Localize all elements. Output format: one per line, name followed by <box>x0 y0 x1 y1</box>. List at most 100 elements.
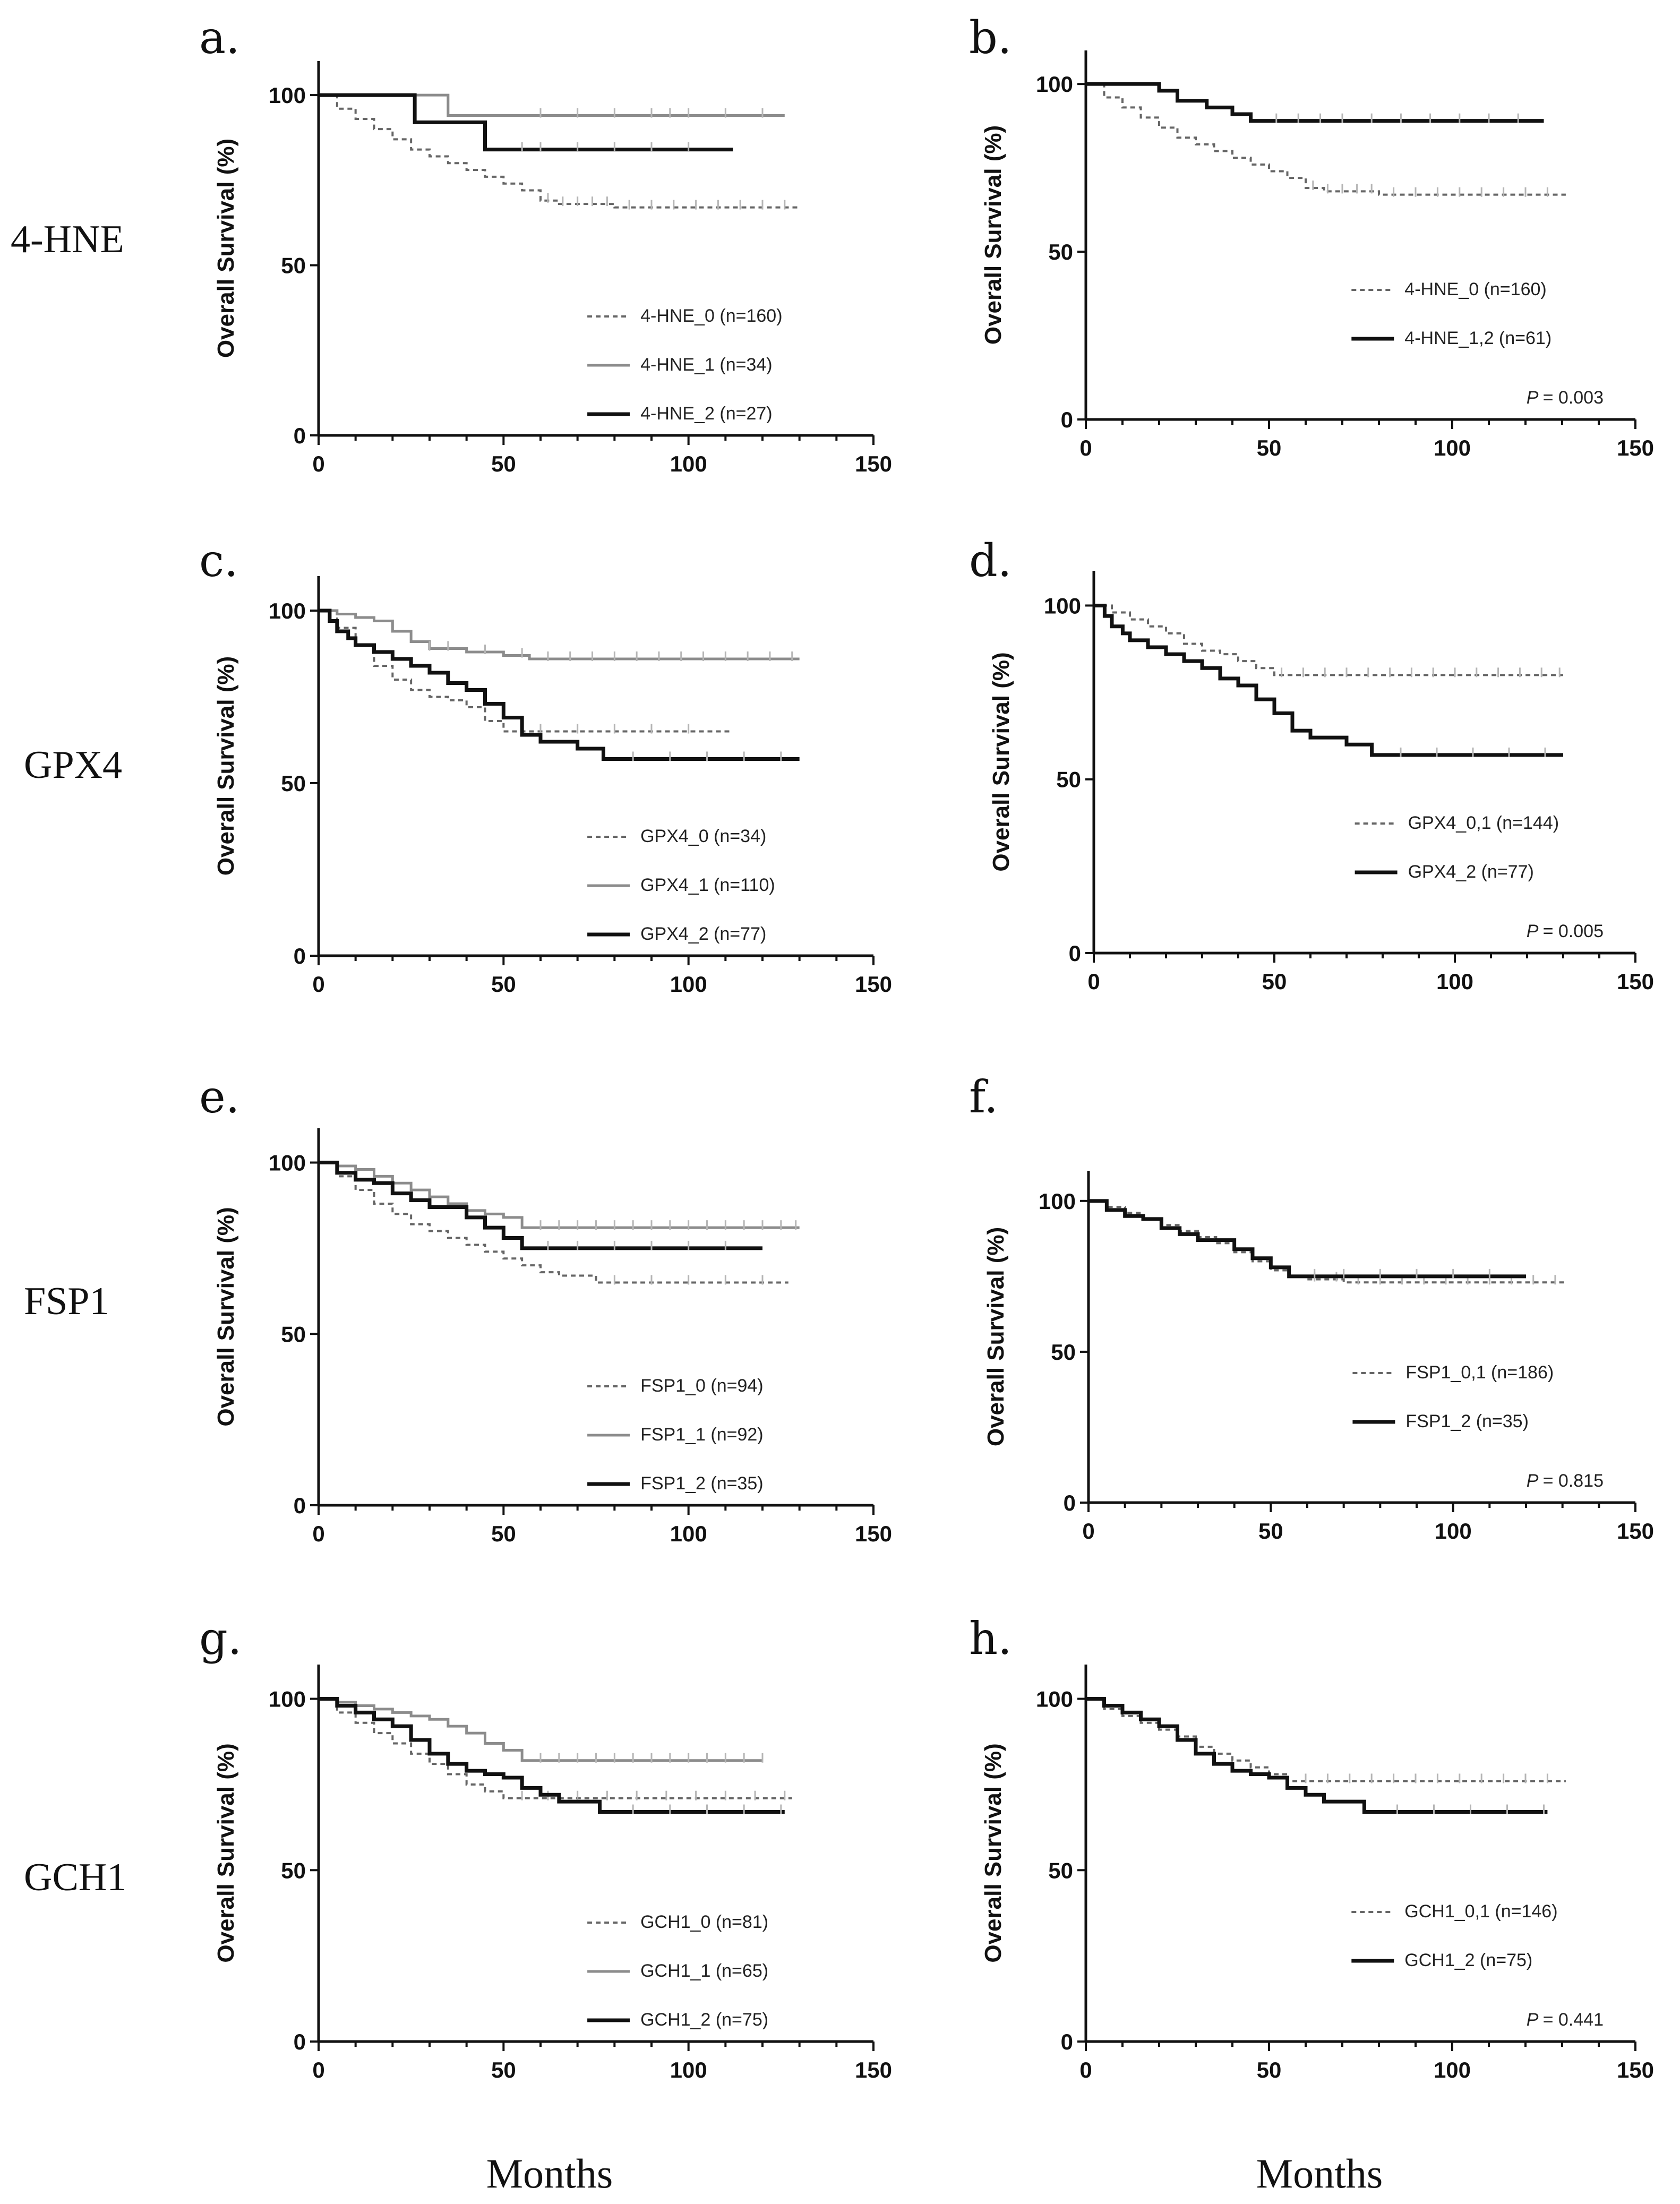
p-value-number: = 0.005 <box>1543 921 1604 941</box>
x-tick-label: 50 <box>1262 969 1287 994</box>
p-value: P = 0.005 <box>1527 921 1604 941</box>
panel-label-c: c. <box>199 535 238 587</box>
series-line-g-2 <box>319 1697 785 1814</box>
x-axis-title-left: Months <box>486 2150 613 2197</box>
x-tick-label: 150 <box>1617 435 1654 460</box>
p-value-number: = 0.441 <box>1543 2010 1604 2030</box>
legend-entry: GCH1_2 (n=75) <box>1404 1950 1532 1970</box>
legend-entry: FSP1_0 (n=94) <box>640 1376 764 1396</box>
x-tick-label: 150 <box>1617 969 1654 994</box>
legend-entry: 4-HNE_2 (n=27) <box>640 404 773 424</box>
chart-panel-e: e. 0 50 100 0 50 100 150 Overall Survival (%) FSP… <box>199 1071 892 1546</box>
p-value-symbol: P <box>1527 921 1543 941</box>
series-line-a-2 <box>319 93 733 152</box>
x-tick-label: 50 <box>491 451 516 476</box>
x-tick-label: 100 <box>670 2057 707 2082</box>
y-tick-label: 0 <box>294 944 306 968</box>
y-tick-label: 50 <box>1051 1340 1076 1365</box>
series-line-f-1 <box>1088 1199 1526 1279</box>
series-line-e-0 <box>319 1161 788 1284</box>
legend-entry: GCH1_0 (n=81) <box>640 1912 768 1932</box>
x-axis-title-right: Months <box>1256 2150 1383 2197</box>
chart-panel-h: h. 0 50 100 0 50 100 150 Overall Survival (%) GCH… <box>969 1613 1654 2082</box>
x-tick-label: 50 <box>1257 435 1282 460</box>
p-value: P = 0.441 <box>1527 2010 1604 2030</box>
panel-label-h: h. <box>969 1613 1012 1665</box>
chart-panels: a. 0 50 100 0 50 100 150 Overall Survival (%) 4-H… <box>199 12 1654 2082</box>
legend-entry: GPX4_0,1 (n=144) <box>1408 813 1559 833</box>
row-label-gch1: GCH1 <box>24 1856 126 1899</box>
chart-panel-g: g. 0 50 100 0 50 100 150 Overall Survival (%) GCH… <box>199 1613 892 2082</box>
y-tick-label: 0 <box>1061 407 1073 432</box>
x-tick-label: 0 <box>1082 1519 1094 1543</box>
x-tick-label: 0 <box>1079 2057 1092 2082</box>
chart-panel-b: b. 0 50 100 0 50 100 150 Overall Survival (%) 4-H… <box>969 12 1654 460</box>
y-tick-label: 0 <box>294 1493 306 1518</box>
series-line-e-2 <box>319 1161 762 1250</box>
y-tick-label: 100 <box>269 1151 306 1176</box>
x-tick-label: 0 <box>312 972 324 997</box>
x-tick-label: 100 <box>670 1521 707 1546</box>
y-tick-label: 0 <box>294 2029 306 2054</box>
y-tick-label: 100 <box>269 83 306 108</box>
y-axis-title: Overall Survival (%) <box>213 1743 239 1962</box>
p-value-number: = 0.003 <box>1543 388 1604 408</box>
series-line-b-0 <box>1086 83 1566 196</box>
legend-entry: GPX4_1 (n=110) <box>640 875 775 895</box>
legend-entry: 4-HNE_1,2 (n=61) <box>1404 328 1552 348</box>
chart-panel-f: f. 0 50 100 0 50 100 150 Overall Survival (%) FSP… <box>969 1071 1654 1543</box>
y-axis-title: Overall Survival (%) <box>213 139 239 358</box>
x-tick-label: 150 <box>855 451 892 476</box>
row-label-gpx4: GPX4 <box>24 743 122 787</box>
y-tick-label: 50 <box>281 771 306 796</box>
row-label-fsp1: FSP1 <box>24 1280 109 1323</box>
series-line-g-0 <box>319 1697 792 1799</box>
series-line-c-0 <box>319 610 733 733</box>
y-tick-label: 50 <box>281 1322 306 1347</box>
x-tick-label: 0 <box>312 2057 324 2082</box>
y-tick-label: 0 <box>1061 2029 1073 2054</box>
y-tick-label: 100 <box>269 598 306 623</box>
series-line-h-0 <box>1086 1697 1566 1782</box>
y-tick-label: 0 <box>294 423 306 448</box>
y-axis-title: Overall Survival (%) <box>213 1207 239 1426</box>
legend-entry: FSP1_1 (n=92) <box>640 1425 764 1445</box>
x-tick-label: 50 <box>491 972 516 997</box>
legend-entry: FSP1_2 (n=35) <box>1405 1411 1529 1431</box>
y-tick-label: 0 <box>1069 941 1081 966</box>
x-tick-label: 100 <box>1435 1519 1472 1543</box>
panel-label-g: g. <box>199 1613 242 1665</box>
y-tick-label: 100 <box>1044 593 1081 618</box>
p-value: P = 0.003 <box>1527 388 1604 408</box>
x-tick-label: 100 <box>1434 2057 1471 2082</box>
x-tick-label: 0 <box>312 451 324 476</box>
y-axis-title: Overall Survival (%) <box>980 125 1006 345</box>
legend-entry: FSP1_2 (n=35) <box>640 1473 764 1494</box>
p-value-symbol: P <box>1527 2010 1543 2030</box>
series-line-e-1 <box>319 1161 800 1229</box>
panel-label-d: d. <box>969 535 1012 587</box>
series-line-a-1 <box>319 93 785 117</box>
legend-entry: FSP1_0,1 (n=186) <box>1405 1362 1554 1383</box>
x-tick-label: 100 <box>670 451 707 476</box>
legend-entry: 4-HNE_0 (n=160) <box>640 306 782 326</box>
y-tick-label: 50 <box>281 253 306 278</box>
legend-entry: GCH1_1 (n=65) <box>640 1961 768 1981</box>
p-value-number: = 0.815 <box>1543 1471 1604 1491</box>
x-tick-label: 150 <box>855 2057 892 2082</box>
y-tick-label: 50 <box>281 1858 306 1883</box>
y-tick-label: 100 <box>1039 1189 1076 1214</box>
p-value-symbol: P <box>1527 388 1543 408</box>
y-tick-label: 100 <box>269 1687 306 1712</box>
chart-panel-c: c. 0 50 100 0 50 100 150 Overall Survival (%) GPX… <box>199 535 892 997</box>
series-line-c-2 <box>319 608 800 761</box>
panel-label-f: f. <box>969 1071 998 1123</box>
y-tick-label: 0 <box>1064 1490 1076 1515</box>
legend-entry: GCH1_2 (n=75) <box>640 2010 768 2030</box>
y-tick-label: 100 <box>1036 72 1073 97</box>
x-tick-label: 50 <box>1258 1519 1283 1543</box>
panel-label-e: e. <box>199 1071 239 1123</box>
y-axis-title: Overall Survival (%) <box>983 1227 1009 1446</box>
x-tick-label: 150 <box>855 972 892 997</box>
